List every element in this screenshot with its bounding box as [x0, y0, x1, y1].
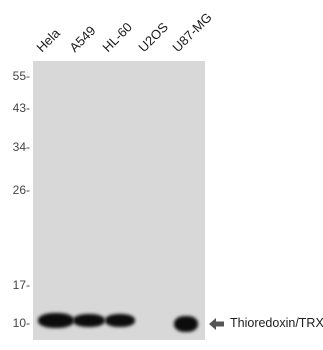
mw-marker-43: 43-	[12, 101, 30, 115]
lane-label-a549: A549	[66, 22, 99, 55]
left-arrow-icon	[209, 318, 224, 330]
mw-marker-26: 26-	[12, 183, 30, 197]
mw-marker-55: 55-	[12, 69, 30, 83]
lane-label-hl60: HL-60	[99, 19, 136, 55]
mw-marker-34: 34-	[12, 140, 30, 154]
band-hela	[38, 313, 74, 328]
lane-label-u2os: U2OS	[135, 19, 172, 55]
mw-marker-17: 17-	[12, 278, 30, 292]
blot-membrane	[33, 61, 205, 340]
lane-label-u87mg: U87-MG	[169, 9, 215, 56]
band-u87mg	[174, 316, 198, 332]
target-protein-label: Thioredoxin/TRX	[230, 316, 323, 330]
band-a549	[73, 314, 105, 327]
lane-label-hela: Hela	[33, 25, 63, 55]
band-hl60	[105, 314, 135, 327]
mw-marker-10: 10-	[12, 316, 30, 330]
